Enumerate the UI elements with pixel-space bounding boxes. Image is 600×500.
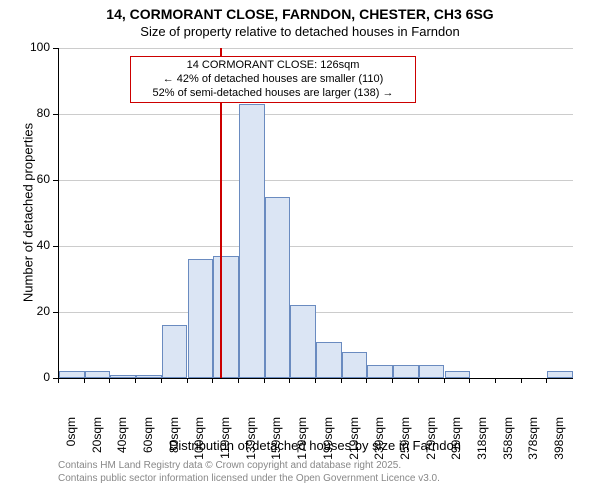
histogram-bar [85, 371, 111, 378]
annotation-line3: 52% of semi-detached houses are larger (… [135, 87, 411, 101]
x-tick-label: 0sqm [64, 417, 78, 477]
y-tick-mark [53, 246, 58, 247]
y-tick-label: 80 [22, 106, 50, 120]
chart-title-address: 14, CORMORANT CLOSE, FARNDON, CHESTER, C… [0, 6, 600, 22]
x-tick-mark [84, 378, 85, 383]
x-tick-mark [546, 378, 547, 383]
x-tick-label: 279sqm [424, 417, 438, 477]
x-tick-mark [212, 378, 213, 383]
x-tick-mark [161, 378, 162, 383]
y-tick-label: 100 [22, 40, 50, 54]
x-tick-label: 378sqm [526, 417, 540, 477]
x-tick-label: 119sqm [218, 417, 232, 477]
y-tick-mark [53, 180, 58, 181]
histogram-bar [162, 325, 188, 378]
histogram-bar [188, 259, 214, 378]
x-tick-label: 398sqm [552, 417, 566, 477]
annotation-line2: ← 42% of detached houses are smaller (11… [135, 73, 411, 87]
histogram-bar [316, 342, 342, 378]
grid-line [59, 246, 573, 247]
x-tick-mark [341, 378, 342, 383]
y-tick-label: 40 [22, 238, 50, 252]
histogram-bar [393, 365, 419, 378]
x-tick-mark [418, 378, 419, 383]
x-tick-label: 239sqm [372, 417, 386, 477]
x-tick-label: 299sqm [449, 417, 463, 477]
x-tick-label: 80sqm [167, 417, 181, 477]
y-axis-label: Number of detached properties [21, 103, 36, 323]
histogram-bar [213, 256, 239, 378]
y-tick-label: 0 [22, 370, 50, 384]
x-tick-label: 139sqm [244, 417, 258, 477]
x-tick-label: 159sqm [269, 417, 283, 477]
histogram-bar [265, 197, 291, 379]
x-axis-label: Distribution of detached houses by size … [58, 438, 572, 453]
annotation-callout: 14 CORMORANT CLOSE: 126sqm ← 42% of deta… [130, 56, 416, 103]
histogram-bar [239, 104, 265, 378]
x-tick-mark [58, 378, 59, 383]
x-tick-label: 358sqm [501, 417, 515, 477]
x-tick-mark [135, 378, 136, 383]
x-tick-label: 100sqm [192, 417, 206, 477]
histogram-bar [59, 371, 85, 378]
x-tick-mark [289, 378, 290, 383]
histogram-bar [419, 365, 445, 378]
histogram-bar [367, 365, 393, 378]
x-tick-mark [469, 378, 470, 383]
x-tick-mark [315, 378, 316, 383]
histogram-bar [290, 305, 316, 378]
x-tick-mark [392, 378, 393, 383]
grid-line [59, 312, 573, 313]
x-tick-mark [521, 378, 522, 383]
grid-line [59, 48, 573, 49]
chart-subtitle: Size of property relative to detached ho… [0, 24, 600, 39]
x-tick-label: 259sqm [398, 417, 412, 477]
grid-line [59, 114, 573, 115]
y-tick-label: 20 [22, 304, 50, 318]
x-tick-label: 179sqm [295, 417, 309, 477]
x-tick-label: 40sqm [115, 417, 129, 477]
x-tick-mark [264, 378, 265, 383]
y-tick-mark [53, 312, 58, 313]
x-tick-label: 20sqm [90, 417, 104, 477]
x-tick-label: 318sqm [475, 417, 489, 477]
y-tick-label: 60 [22, 172, 50, 186]
y-tick-mark [53, 114, 58, 115]
x-tick-mark [444, 378, 445, 383]
histogram-bar [342, 352, 368, 378]
grid-line [59, 180, 573, 181]
x-tick-mark [495, 378, 496, 383]
annotation-line1: 14 CORMORANT CLOSE: 126sqm [135, 59, 411, 73]
histogram-bar [445, 371, 471, 378]
x-tick-mark [366, 378, 367, 383]
x-tick-mark [238, 378, 239, 383]
x-tick-label: 60sqm [141, 417, 155, 477]
x-tick-mark [187, 378, 188, 383]
y-tick-mark [53, 48, 58, 49]
x-tick-label: 199sqm [321, 417, 335, 477]
histogram-bar [136, 375, 162, 378]
histogram-bar [547, 371, 573, 378]
x-tick-label: 219sqm [347, 417, 361, 477]
histogram-bar [110, 375, 136, 378]
x-tick-mark [109, 378, 110, 383]
